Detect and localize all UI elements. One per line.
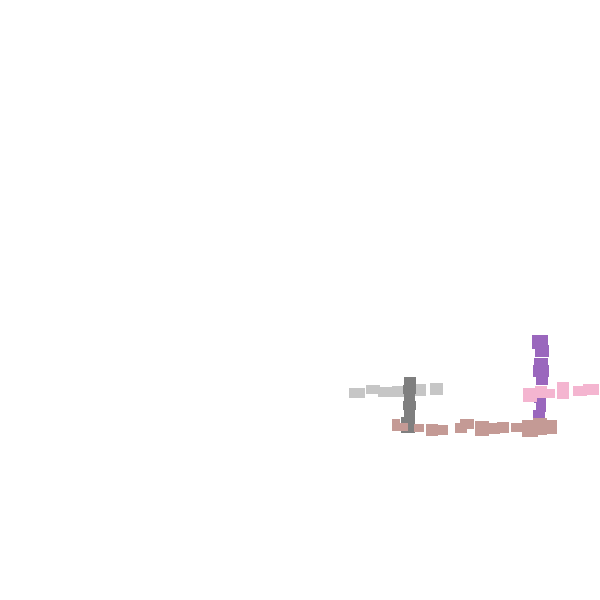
tan-horizontal-bar	[392, 418, 557, 437]
marker-block	[404, 393, 415, 402]
marker-clusters	[349, 335, 599, 437]
marker-block	[511, 423, 525, 432]
marker-block	[436, 425, 448, 435]
marker-block	[533, 418, 547, 435]
marker-block	[403, 385, 416, 394]
marker-block	[366, 385, 380, 394]
marker-block	[403, 401, 416, 410]
marker-block	[557, 382, 569, 399]
marker-block	[545, 420, 557, 434]
marker-block	[392, 386, 408, 397]
marker-block	[488, 423, 500, 434]
marker-block	[543, 389, 555, 398]
marker-block	[475, 421, 489, 436]
marker-block	[536, 375, 548, 385]
marker-block	[523, 388, 537, 402]
marker-block	[392, 419, 400, 431]
marker-block	[398, 423, 408, 431]
marker-block	[414, 424, 424, 432]
marker-block	[533, 365, 549, 377]
marker-block	[460, 419, 474, 429]
marker-block	[349, 388, 365, 398]
marker-block	[534, 358, 548, 366]
marker-block	[497, 422, 509, 433]
marker-block	[583, 384, 599, 395]
marker-block	[533, 410, 545, 418]
marker-block	[378, 387, 396, 397]
marker-block	[404, 377, 416, 386]
marker-block	[404, 409, 415, 418]
marker-block	[535, 345, 549, 357]
marker-block	[573, 386, 587, 396]
pink-horizontal-bar	[523, 382, 599, 402]
marker-block	[536, 402, 546, 412]
marker-block	[426, 424, 438, 436]
marker-block	[430, 383, 443, 395]
